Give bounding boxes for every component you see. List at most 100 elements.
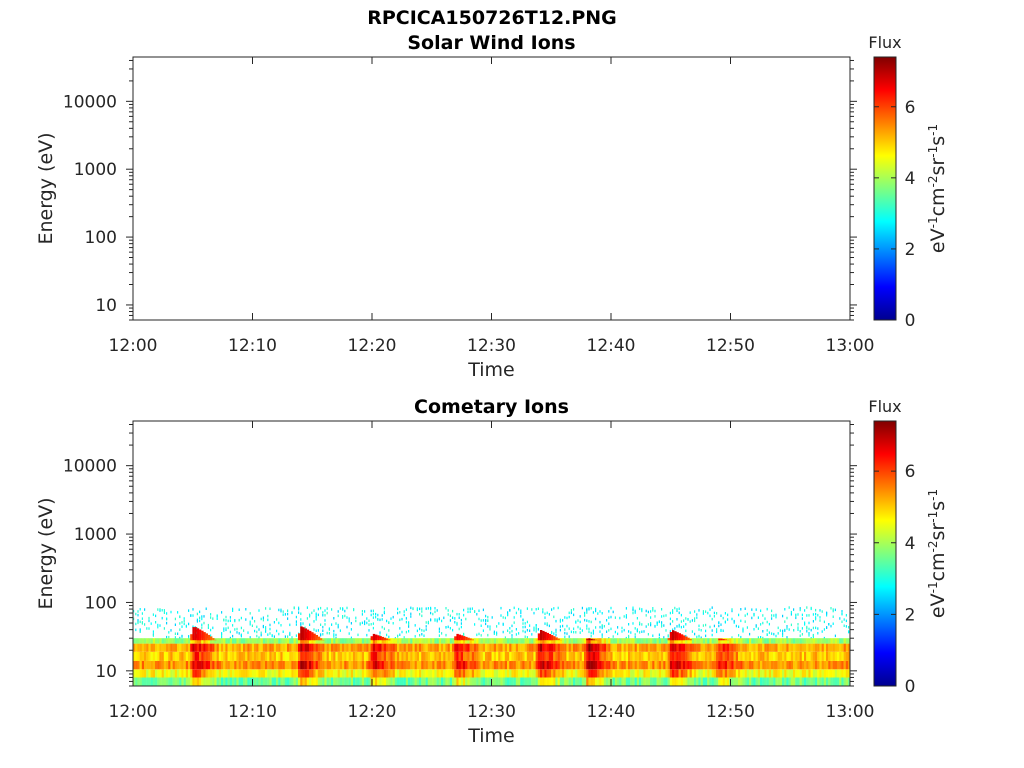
flux-cell (702, 669, 706, 678)
flux-cell (348, 669, 351, 678)
flux-cell (166, 651, 169, 661)
flux-cell (438, 630, 440, 633)
flux-cell (408, 625, 410, 628)
flux-cell (768, 631, 770, 634)
flux-cell (577, 638, 580, 644)
flux-cell (201, 677, 204, 686)
flux-cell (179, 622, 181, 625)
flux-cell (810, 677, 813, 686)
flux-cell (278, 638, 281, 644)
flux-cell (425, 643, 428, 652)
flux-cell (170, 638, 173, 644)
flux-cell (304, 651, 307, 661)
flux-cell (502, 669, 505, 678)
flux-cell (779, 629, 781, 632)
flux-cell (786, 627, 788, 630)
flux-cell (284, 677, 288, 686)
flux-cell (348, 651, 351, 661)
flux-cell (467, 638, 470, 644)
x-tick-label: 12:30 (467, 336, 516, 356)
flux-cell (185, 643, 189, 652)
flux-cell (188, 677, 191, 686)
flux-cell (771, 617, 773, 620)
flux-cell (573, 613, 575, 617)
flux-cell (348, 677, 351, 686)
flux-cell (267, 651, 270, 661)
flux-cell (700, 636, 702, 639)
flux-cell (170, 610, 172, 614)
flux-cell (843, 677, 846, 686)
flux-cell (821, 610, 823, 613)
flux-cell (295, 623, 297, 626)
flux-cell (806, 606, 808, 609)
flux-cell (390, 669, 393, 678)
flux-cell (452, 660, 455, 670)
flux-cell (817, 660, 820, 670)
flux-cell (166, 660, 169, 670)
flux-cell (676, 677, 679, 686)
flux-cell (258, 677, 261, 686)
flux-cell (511, 669, 514, 678)
flux-cell (771, 614, 773, 617)
flux-cell (709, 651, 712, 661)
flux-cell (133, 660, 136, 670)
flux-cell (324, 643, 327, 652)
flux-peak (388, 639, 391, 641)
flux-cell (445, 633, 447, 637)
flux-cell (207, 623, 209, 627)
flux-cell (234, 638, 237, 644)
flux-cell (346, 660, 349, 670)
flux-cell (401, 617, 403, 621)
flux-cell (166, 617, 168, 620)
colorbar-tick-label: 2 (905, 605, 916, 625)
flux-cell (157, 677, 160, 686)
flux-cell (232, 624, 234, 627)
flux-cell (397, 635, 399, 638)
flux-cell (689, 611, 691, 614)
flux-cell (808, 638, 811, 644)
flux-cell (718, 643, 721, 652)
flux-cell (188, 643, 191, 652)
flux-cell (493, 669, 497, 678)
flux-cell (537, 607, 539, 610)
y-tick-label: 10000 (63, 457, 117, 477)
flux-cell (333, 629, 335, 633)
flux-cell (287, 669, 290, 678)
flux-cell (249, 677, 252, 686)
flux-cell (729, 669, 732, 678)
flux-cell (819, 609, 821, 612)
flux-cell (771, 677, 774, 686)
flux-cell (311, 660, 314, 670)
flux-cell (315, 669, 318, 678)
flux-cell (625, 607, 627, 610)
flux-cell (575, 621, 577, 624)
flux-peak (199, 629, 202, 641)
flux-cell (683, 638, 686, 644)
flux-cell (278, 660, 281, 670)
flux-cell (254, 660, 257, 670)
flux-peak (465, 636, 468, 641)
flux-cell (148, 627, 150, 630)
flux-cell (247, 669, 250, 678)
x-tick-label: 12:40 (587, 336, 636, 356)
flux-cell (650, 622, 652, 625)
flux-cell (581, 651, 585, 661)
flux-cell (630, 651, 633, 661)
flux-cell (674, 677, 677, 686)
flux-cell (687, 669, 690, 678)
flux-cell (663, 638, 666, 644)
flux-cell (817, 632, 819, 635)
flux-cell (487, 633, 489, 637)
flux-cell (258, 651, 261, 661)
flux-cell (353, 608, 355, 612)
flux-cell (271, 677, 274, 686)
flux-cell (333, 633, 335, 636)
flux-cell (181, 660, 184, 670)
flux-cell (452, 677, 455, 686)
flux-cell (438, 660, 442, 670)
flux-cell (595, 638, 598, 644)
flux-cell (368, 651, 371, 661)
flux-cell (225, 669, 228, 678)
flux-cell (676, 608, 678, 611)
flux-cell (361, 621, 363, 625)
